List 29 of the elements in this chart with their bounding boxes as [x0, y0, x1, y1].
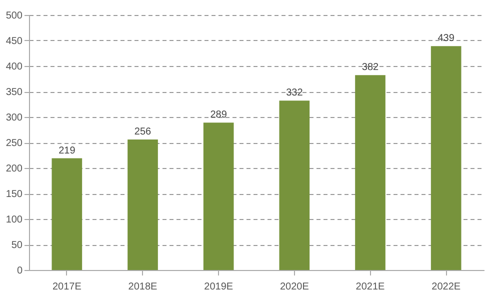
data-label: 332 [286, 88, 304, 99]
y-tick-label: 500 [6, 10, 23, 22]
x-tick-label: 2022E [432, 282, 461, 292]
y-tick-label: 150 [6, 189, 23, 200]
y-tick-label: 100 [6, 214, 23, 226]
bar [279, 100, 310, 270]
data-label: 439 [438, 33, 455, 44]
data-label: 289 [210, 110, 228, 121]
data-label: 382 [362, 62, 380, 74]
y-tick-label: 450 [6, 36, 23, 47]
y-tick-label: 350 [6, 87, 23, 98]
x-tick-label: 2018E [128, 282, 158, 292]
bar [355, 75, 386, 270]
y-tick-label: 300 [6, 112, 23, 124]
bar [128, 139, 158, 270]
bar [430, 46, 462, 270]
y-tick-label: 400 [6, 62, 23, 72]
x-tick-label: 2017E [52, 282, 82, 292]
y-tick-label: 0 [16, 266, 23, 276]
x-tick-label: 2020E [280, 282, 310, 292]
bar [203, 122, 234, 270]
x-tick-label: 2021E [356, 282, 386, 292]
data-label: 256 [134, 126, 152, 138]
y-tick-label: 50 [11, 240, 23, 251]
bar [52, 158, 82, 270]
y-tick-label: 250 [6, 138, 23, 149]
data-label: 219 [58, 145, 76, 156]
y-tick-label: 200 [6, 164, 23, 174]
x-tick-label: 2019E [204, 282, 234, 292]
